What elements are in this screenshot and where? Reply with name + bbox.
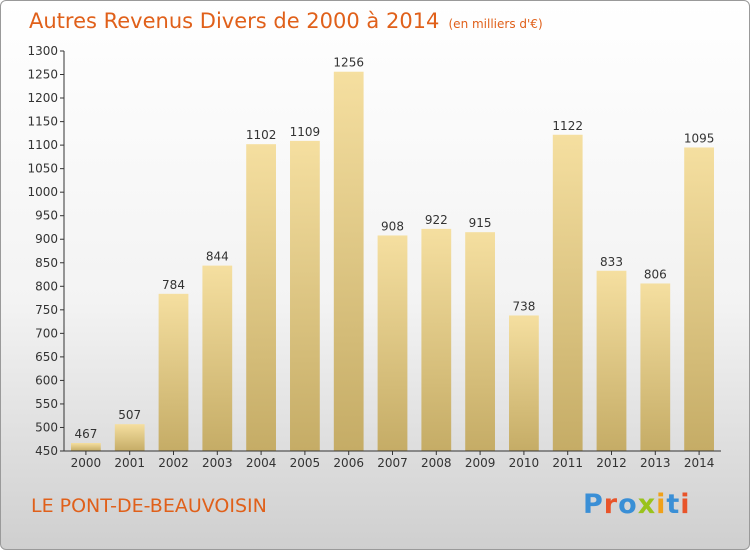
value-label-2007: 908 bbox=[381, 219, 404, 233]
y-tick-label: 1050 bbox=[27, 162, 58, 176]
bar-2011 bbox=[552, 134, 583, 451]
value-label-2013: 806 bbox=[644, 267, 667, 281]
value-label-2005: 1109 bbox=[290, 125, 321, 139]
bar-2005 bbox=[290, 140, 320, 451]
value-label-2006: 1256 bbox=[333, 56, 364, 70]
x-tick-label-2007: 2007 bbox=[377, 456, 408, 470]
chart-unit-text: (en milliers d'€) bbox=[448, 17, 543, 31]
x-tick-label-2003: 2003 bbox=[202, 456, 233, 470]
bar-2010 bbox=[509, 315, 539, 451]
logo-letter: i bbox=[680, 489, 691, 520]
x-tick-label-2010: 2010 bbox=[509, 456, 540, 470]
value-label-2011: 1122 bbox=[552, 119, 583, 133]
y-tick-label: 450 bbox=[35, 444, 58, 458]
y-tick-label: 1150 bbox=[27, 115, 58, 129]
bars-layer: 467 507 784 844 1102 1109 1256 908 922 915 738 1122… bbox=[71, 56, 715, 452]
x-tick-label-2014: 2014 bbox=[684, 456, 715, 470]
y-tick-label: 800 bbox=[35, 279, 58, 293]
y-tick-label: 1000 bbox=[27, 185, 58, 199]
x-tick-label-2008: 2008 bbox=[421, 456, 452, 470]
value-label-2010: 738 bbox=[512, 299, 535, 313]
x-tick-label-2000: 2000 bbox=[71, 456, 102, 470]
proxiti-logo: Proxiti bbox=[583, 489, 691, 520]
location-label: LE PONT-DE-BEAUVOISIN bbox=[31, 495, 267, 517]
y-tick-label: 500 bbox=[35, 420, 58, 434]
y-tick-label: 1250 bbox=[27, 68, 58, 82]
logo-letter: r bbox=[603, 489, 619, 520]
value-label-2000: 467 bbox=[74, 427, 97, 441]
bar-2008 bbox=[421, 228, 452, 451]
logo-letter: P bbox=[583, 489, 604, 520]
value-label-2001: 507 bbox=[118, 408, 141, 422]
value-label-2009: 915 bbox=[469, 216, 492, 230]
y-tick-label: 650 bbox=[35, 350, 58, 364]
value-label-2002: 784 bbox=[162, 278, 185, 292]
y-tick-label: 1300 bbox=[27, 44, 58, 58]
bar-2004 bbox=[246, 144, 276, 451]
value-label-2003: 844 bbox=[206, 250, 229, 264]
bar-2009 bbox=[465, 232, 495, 451]
x-tick-label-2005: 2005 bbox=[290, 456, 321, 470]
value-label-2008: 922 bbox=[425, 213, 448, 227]
logo-letter: i bbox=[656, 489, 667, 520]
value-label-2004: 1102 bbox=[246, 128, 277, 142]
bar-2003 bbox=[202, 265, 233, 451]
bar-2012 bbox=[596, 270, 627, 451]
bar-2000 bbox=[71, 443, 101, 451]
y-tick-label: 600 bbox=[35, 373, 58, 387]
y-tick-label: 1200 bbox=[27, 91, 58, 105]
x-tick-label-2009: 2009 bbox=[465, 456, 496, 470]
x-tick-label-2006: 2006 bbox=[333, 456, 364, 470]
axes-layer: 450 500 550 600 650 700 750 800 850 900 950 1000 105… bbox=[27, 44, 721, 470]
bar-2006 bbox=[333, 71, 364, 452]
y-tick-label: 850 bbox=[35, 256, 58, 270]
chart-title-text: Autres Revenus Divers de 2000 à 2014 bbox=[29, 9, 440, 33]
bar-2013 bbox=[640, 283, 671, 451]
bar-2001 bbox=[114, 424, 145, 451]
y-tick-label: 1100 bbox=[27, 138, 58, 152]
x-tick-label-2004: 2004 bbox=[246, 456, 277, 470]
y-tick-label: 550 bbox=[35, 397, 58, 411]
x-tick-label-2011: 2011 bbox=[552, 456, 583, 470]
bar-2014 bbox=[684, 147, 714, 451]
x-tick-label-2012: 2012 bbox=[596, 456, 627, 470]
y-tick-label: 950 bbox=[35, 209, 58, 223]
bar-2007 bbox=[377, 235, 408, 451]
y-tick-label: 700 bbox=[35, 326, 58, 340]
x-tick-label-2013: 2013 bbox=[640, 456, 671, 470]
logo-letter: o bbox=[618, 489, 638, 520]
logo-letter: x bbox=[637, 489, 657, 520]
bar-2002 bbox=[158, 293, 189, 451]
x-tick-label-2001: 2001 bbox=[114, 456, 145, 470]
logo-letter: t bbox=[666, 489, 681, 520]
value-label-2012: 833 bbox=[600, 255, 623, 269]
value-label-2014: 1095 bbox=[684, 131, 715, 145]
x-tick-label-2002: 2002 bbox=[158, 456, 189, 470]
y-tick-label: 900 bbox=[35, 232, 58, 246]
y-tick-label: 750 bbox=[35, 303, 58, 317]
chart-title: Autres Revenus Divers de 2000 à 2014 (en… bbox=[29, 9, 543, 33]
